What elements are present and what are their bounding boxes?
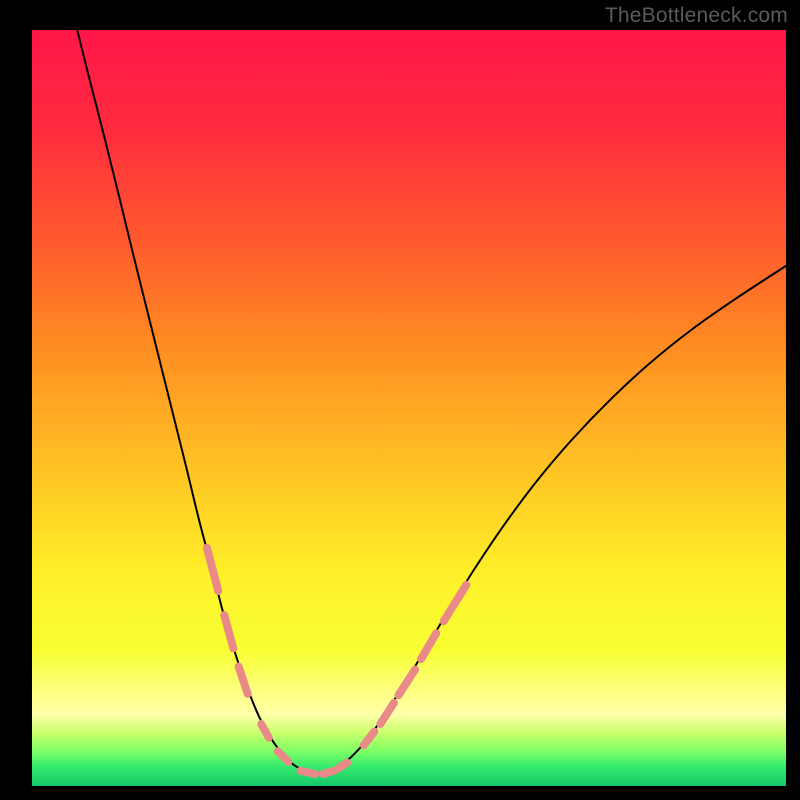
frame-left (0, 0, 32, 800)
frame-right (786, 0, 800, 800)
frame-bottom (0, 786, 800, 800)
plot-area (32, 30, 786, 786)
dash-overlay (32, 30, 786, 786)
bottleneck-curve (32, 30, 786, 786)
watermark-text: TheBottleneck.com (605, 4, 788, 28)
